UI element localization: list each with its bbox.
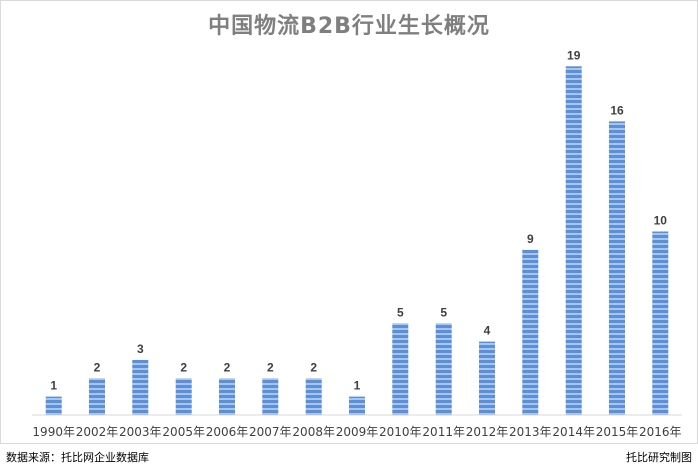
tick-label-2011年: 2011年 xyxy=(422,425,465,439)
data-label-2014年: 19 xyxy=(567,48,581,62)
bar-2008年 xyxy=(305,378,322,415)
tick-label-2006年: 2006年 xyxy=(206,425,249,439)
data-label-2005年: 2 xyxy=(180,360,187,374)
tick-label-2014年: 2014年 xyxy=(552,425,595,439)
bar-2014年 xyxy=(565,66,582,416)
data-label-2008年: 2 xyxy=(310,360,317,374)
bar-2015年 xyxy=(609,121,625,416)
bar-2012年 xyxy=(479,341,495,415)
tick-label-2002年: 2002年 xyxy=(76,425,119,439)
data-label-2015年: 16 xyxy=(610,103,624,117)
tick-label-2003年: 2003年 xyxy=(119,425,162,439)
bar-2005年 xyxy=(175,378,192,415)
tick-label-2015年: 2015年 xyxy=(596,425,639,439)
bar-2002年 xyxy=(89,378,105,415)
data-label-2011年: 5 xyxy=(440,305,447,319)
data-label-2009年: 1 xyxy=(354,379,361,393)
bar-2010年 xyxy=(392,323,409,416)
tick-label-2005年: 2005年 xyxy=(162,425,205,439)
tick-label-1990年: 1990年 xyxy=(32,425,75,439)
chart-title: 中国物流B2B行业生长概况 xyxy=(208,14,490,39)
bar-2013年 xyxy=(522,249,539,415)
bar-2009年 xyxy=(349,396,365,415)
data-label-2007年: 2 xyxy=(267,360,274,374)
tick-label-2012年: 2012年 xyxy=(466,425,509,439)
bar-2003年 xyxy=(132,359,149,415)
bar-2006年 xyxy=(219,378,235,415)
data-label-2006年: 2 xyxy=(224,360,231,374)
tick-label-2008年: 2008年 xyxy=(292,425,335,439)
tick-label-2013年: 2013年 xyxy=(509,425,552,439)
source-note: 数据来源：托比网企业数据库 xyxy=(6,451,149,464)
data-label-2002年: 2 xyxy=(94,360,101,374)
bar-2011年 xyxy=(435,323,452,416)
tick-label-2007年: 2007年 xyxy=(249,425,292,439)
credit-note: 托比研究制图 xyxy=(626,451,692,464)
data-label-1990年: 1 xyxy=(50,379,57,393)
bar-2016年 xyxy=(652,231,669,415)
data-label-2003年: 3 xyxy=(137,342,144,356)
data-label-2010年: 5 xyxy=(397,305,404,319)
data-label-2012年: 4 xyxy=(484,324,491,338)
tick-label-2009年: 2009年 xyxy=(336,425,379,439)
tick-label-2016年: 2016年 xyxy=(639,425,682,439)
data-label-2013年: 9 xyxy=(527,232,534,246)
data-label-2016年: 10 xyxy=(654,214,668,228)
tick-label-2010年: 2010年 xyxy=(379,425,422,439)
bar-2007年 xyxy=(262,378,279,415)
bar-chart: 1 1990年 2 2002年 3 2003年 2 2005年 2 2006年 2 2007年 2 200… xyxy=(32,48,682,439)
bar-1990年 xyxy=(45,396,62,415)
